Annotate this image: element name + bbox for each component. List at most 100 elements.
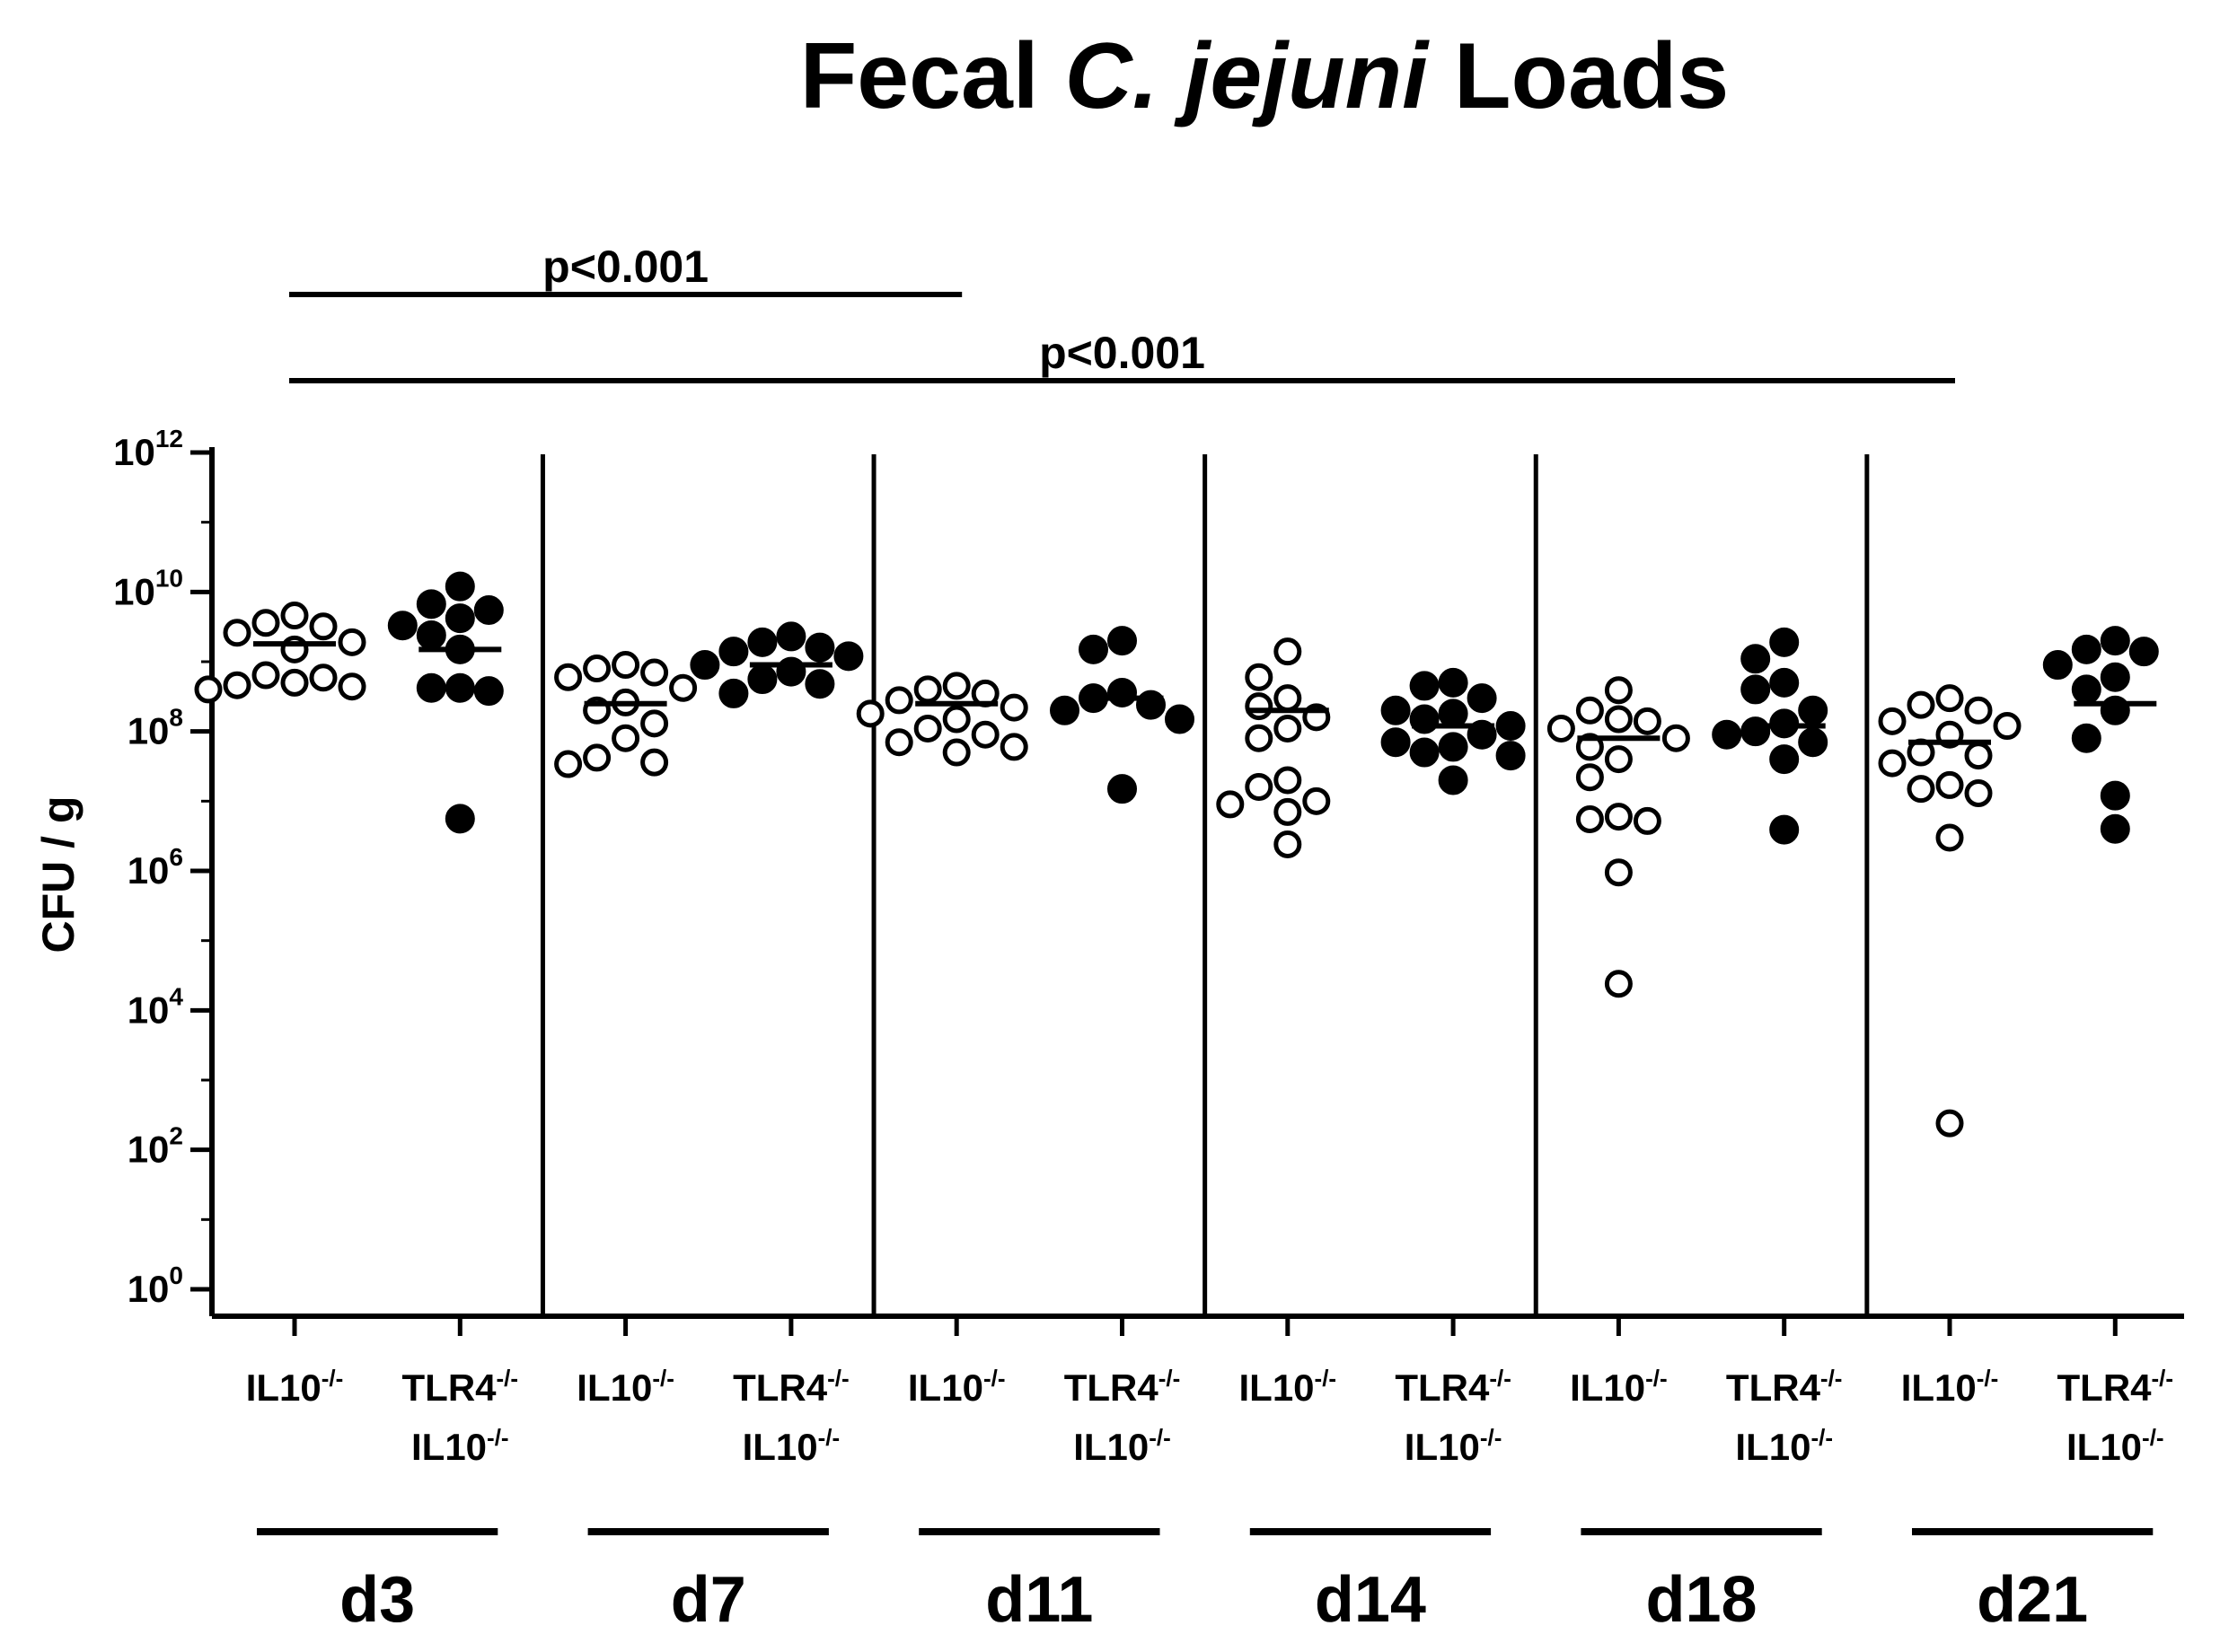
genotype-label: IL10-/- (1239, 1365, 1337, 1409)
open-data-point (1245, 692, 1273, 721)
filled-data-point (1136, 690, 1166, 720)
genotype-label: IL10-/- (1073, 1424, 1171, 1468)
open-data-point (1575, 733, 1604, 761)
genotype-superscript: -/- (652, 1365, 674, 1392)
filled-data-point (1438, 732, 1468, 762)
filled-data-point (2100, 813, 2130, 844)
open-data-point (1935, 823, 1964, 852)
filled-data-point (1769, 744, 1800, 775)
filled-data-point (1495, 711, 1526, 742)
filled-data-point (2128, 637, 2159, 667)
open-data-point (640, 709, 669, 738)
genotype-name: IL10 (743, 1426, 818, 1468)
genotype-superscript: -/- (497, 1365, 519, 1392)
filled-data-point (1798, 727, 1828, 758)
filled-data-point (747, 664, 778, 695)
filled-data-point (690, 650, 720, 681)
open-data-point (1575, 763, 1604, 792)
filled-data-point (1438, 667, 1468, 698)
open-data-point (1273, 714, 1302, 743)
genotype-name: IL10 (1901, 1366, 1977, 1409)
filled-data-point (2100, 780, 2130, 811)
open-data-point (1907, 775, 1935, 804)
open-data-point (1216, 790, 1245, 819)
genotype-superscript: -/- (1149, 1424, 1171, 1451)
filled-data-point (2071, 634, 2101, 664)
genotype-label: IL10-/- (1570, 1365, 1668, 1409)
filled-data-point (445, 804, 475, 834)
genotype-label: TLR4-/- (402, 1365, 519, 1409)
open-data-point (1546, 714, 1575, 743)
filled-data-point (1740, 674, 1771, 705)
genotype-superscript: -/- (2152, 1365, 2174, 1392)
open-data-point (1575, 696, 1604, 725)
genotype-name: TLR4 (2057, 1366, 2153, 1409)
y-tick-base: 10 (128, 1268, 170, 1310)
y-tick-exponent: 8 (169, 704, 183, 732)
filled-data-point (1107, 677, 1137, 707)
chart-title-suffix: Loads (1428, 24, 1729, 128)
open-data-point (280, 602, 309, 630)
filled-data-point (805, 669, 835, 699)
y-tick-label: 108 (128, 704, 183, 752)
filled-data-point (1712, 719, 1742, 750)
filled-data-point (1050, 695, 1079, 725)
data-points (194, 571, 2159, 1138)
genotype-superscript: -/- (1315, 1365, 1337, 1392)
chart-title: Fecal C. jejuni Loads (800, 24, 1729, 128)
open-data-point (1964, 696, 1993, 725)
genotype-name: IL10 (246, 1366, 322, 1409)
genotype-superscript: -/- (1810, 1424, 1833, 1451)
open-data-point (1993, 712, 2022, 741)
y-tick-base: 10 (128, 1129, 170, 1171)
open-data-point (1604, 745, 1633, 774)
filled-data-point (1495, 741, 1526, 771)
open-data-point (309, 663, 338, 692)
y-tick-base: 10 (113, 570, 155, 612)
filled-data-point (416, 589, 446, 620)
genotype-label: TLR4-/- (2057, 1365, 2174, 1409)
open-data-point (1935, 1109, 1964, 1138)
chart-title-prefix: Fecal (800, 24, 1065, 128)
open-data-point (1964, 778, 1993, 807)
filled-data-point (1380, 695, 1411, 725)
open-data-point (1000, 693, 1028, 722)
y-tick-base: 10 (128, 989, 170, 1031)
day-label: d7 (671, 1564, 746, 1636)
open-data-point (583, 655, 612, 683)
open-data-point (1661, 724, 1690, 752)
open-data-point (942, 738, 971, 767)
filled-data-point (1769, 627, 1800, 657)
open-data-point (1302, 786, 1331, 815)
filled-data-point (776, 621, 806, 652)
open-data-point (1878, 749, 1907, 778)
open-data-point (856, 699, 885, 728)
genotype-label: TLR4-/- (1064, 1365, 1181, 1409)
filled-data-point (445, 571, 475, 602)
genotype-name: IL10 (1735, 1426, 1810, 1468)
genotype-label: IL10-/- (1735, 1424, 1833, 1468)
filled-data-point (1438, 765, 1468, 795)
genotype-superscript: -/- (1480, 1424, 1502, 1451)
y-tick-exponent: 2 (169, 1122, 183, 1150)
genotype-name: TLR4 (1395, 1366, 1490, 1409)
genotype-labels: IL10-/- TLR4-/-IL10-/-IL10-/- TLR4-/-IL10-… (246, 1365, 2173, 1468)
open-data-point (942, 672, 971, 700)
genotype-name: TLR4 (1726, 1366, 1821, 1409)
x-axis (212, 1314, 2184, 1336)
open-data-point (1935, 770, 1964, 799)
filled-data-point (1467, 683, 1497, 714)
filled-data-point (473, 594, 504, 625)
open-data-point (251, 609, 280, 637)
genotype-label: IL10-/- (743, 1424, 841, 1468)
genotype-label: IL10-/- (2066, 1424, 2164, 1468)
y-tick-exponent: 6 (169, 843, 183, 871)
filled-data-point (2100, 626, 2130, 656)
open-data-point (554, 663, 583, 691)
genotype-label: TLR4-/- (733, 1365, 850, 1409)
y-tick-label: 102 (128, 1122, 183, 1171)
open-data-point (1245, 663, 1273, 691)
open-data-point (1604, 970, 1633, 998)
y-tick-label: 1010 (113, 564, 183, 612)
significance-brackets: p<0.001 p<0.001 (289, 242, 1955, 383)
